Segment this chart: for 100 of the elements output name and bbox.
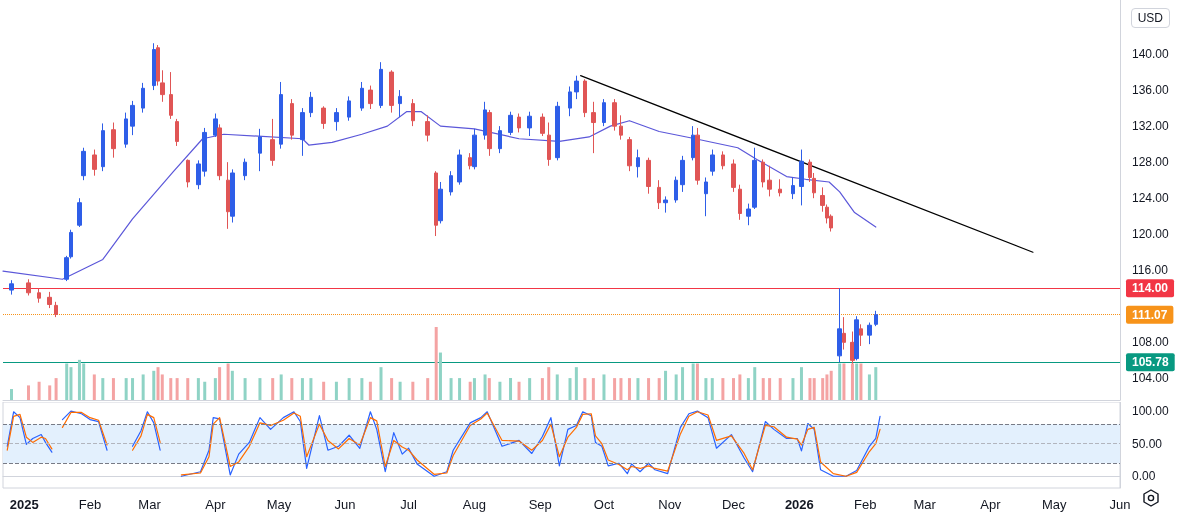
candlestick [468,152,472,170]
bar [426,378,430,400]
bar [186,378,190,400]
bar [768,378,772,400]
candlestick [721,150,725,170]
candlestick [47,291,52,309]
candlestick [347,95,351,122]
bar [69,367,73,400]
bar [812,378,816,400]
bar [547,367,551,400]
y-tick-label: 124.00 [1132,191,1170,206]
candlestick [791,176,795,200]
bar [131,378,135,400]
bar [141,374,145,400]
bar [483,374,487,400]
candlestick [300,107,305,157]
y-tick-label: 108.00 [1132,335,1170,350]
bar [368,381,372,400]
bar [48,385,52,400]
candlestick [540,113,545,137]
candlestick [379,61,383,109]
candlestick [646,157,651,195]
bar [411,381,415,400]
bar [487,378,491,400]
candlestick [498,125,502,154]
candlestick [483,101,487,141]
candlestick [434,170,438,237]
ref-line-label: 111.07 [1132,307,1168,322]
candlestick [26,278,31,296]
candlestick [160,69,165,103]
bar [101,378,105,400]
bar [627,378,631,400]
bar [657,378,661,400]
bar [390,378,394,400]
candlestick [799,149,804,206]
bar [591,378,595,400]
bar [9,389,13,400]
y-tick-label: 140.00 [1132,47,1170,62]
x-tick-label: Jun [1109,497,1131,512]
candlestick [309,91,313,118]
bar [309,378,313,400]
candlestick [77,197,82,228]
bar [196,378,200,400]
candlestick [574,75,579,100]
bar [636,378,640,400]
bar [583,378,587,400]
candlestick [270,118,275,167]
bar [300,378,304,400]
candlestick [591,101,596,154]
candlestick [368,85,373,110]
candlestick [472,128,477,170]
bar [602,374,606,400]
bar [540,378,544,400]
x-tick-label: Jul [400,497,418,512]
candlestick [290,98,294,141]
candlestick [217,123,222,181]
candlestick [186,158,190,188]
candlestick [457,149,462,186]
bar [517,381,521,400]
candlestick [92,149,97,177]
bar [874,367,878,400]
bar [472,378,476,400]
bar [398,381,402,400]
bar [379,367,383,400]
bar [568,378,572,400]
x-tick-label: Mar [913,497,937,512]
bar [855,363,859,400]
bar [825,374,829,400]
candlestick [583,78,587,118]
candlestick [854,315,859,361]
candlestick [487,109,492,157]
bar [732,378,736,400]
candlestick [360,81,364,112]
x-tick-label: Oct [593,497,615,512]
bar [753,367,757,400]
bar [710,378,714,400]
x-tick-label: Aug [462,497,486,512]
candlestick [130,100,135,136]
bar [37,381,41,400]
bar [498,381,502,400]
candlestick [258,128,262,172]
bar [867,374,871,400]
candlestick [738,184,742,221]
y-tick-label: 116.00 [1132,263,1169,278]
candlestick [175,118,179,147]
candlestick [156,44,160,87]
bar [243,378,247,400]
bar [449,378,453,400]
x-tick-label: May [266,497,292,512]
y-tick-label: 0.00 [1132,469,1156,484]
candlestick [627,136,632,172]
bar [574,367,578,400]
candlestick [612,98,617,132]
y-tick-label: 120.00 [1132,227,1170,242]
x-tick-label: Apr [205,497,227,512]
candlestick [867,322,872,345]
candlestick [555,101,560,161]
candlestick [842,316,846,351]
candlestick [321,105,326,130]
bar [761,378,765,400]
